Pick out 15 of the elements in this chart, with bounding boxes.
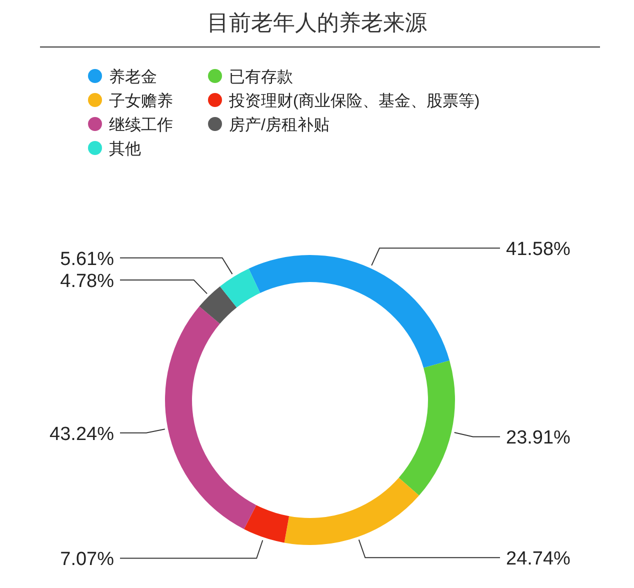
data-label: 24.74%	[506, 548, 570, 570]
title: 目前老年人的养老来源	[207, 10, 427, 35]
legend-label: 其他	[109, 141, 141, 158]
data-label: 43.24%	[50, 424, 114, 445]
data-label: 41.58%	[506, 239, 570, 260]
data-label: 5.61%	[60, 248, 114, 270]
data-label: 7.07%	[60, 549, 114, 570]
legend-label: 已有存款	[229, 69, 293, 86]
data-label: 4.78%	[60, 271, 114, 292]
data-label: 23.91%	[506, 428, 570, 449]
legend-label: 投资理财(商业保险、基金、股票等)	[229, 93, 480, 110]
legend-label: 子女赡养	[109, 93, 173, 110]
legend-label: 房产/房租补贴	[229, 117, 330, 134]
legend-label: 养老金	[109, 69, 157, 86]
legend-label: 继续工作	[109, 117, 173, 134]
